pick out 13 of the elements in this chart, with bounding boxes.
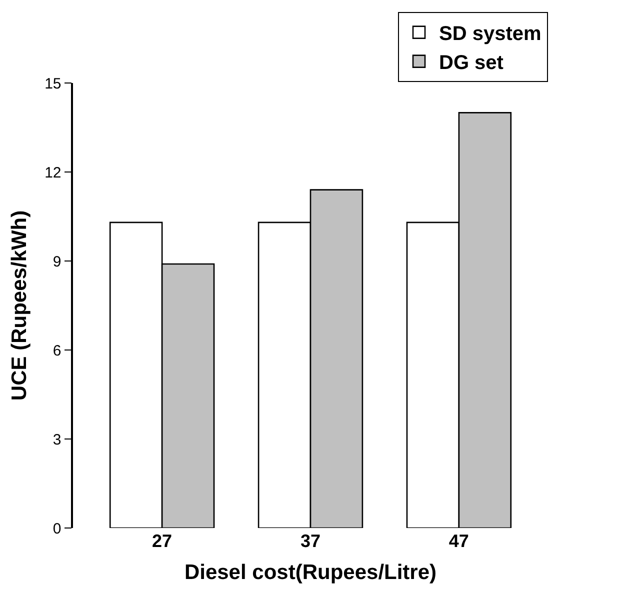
legend-label: DG set xyxy=(439,52,504,74)
x-axis-title: Diesel cost(Rupees/Litre) xyxy=(184,561,437,584)
y-tick-label: 3 xyxy=(52,431,62,448)
legend-label: SD system xyxy=(439,23,542,46)
y-tick-label: 6 xyxy=(52,342,62,360)
y-axis-title: UCE (Rupees/kWh) xyxy=(8,210,32,401)
y-tick-label: 0 xyxy=(52,520,62,538)
y-tick-label: 15 xyxy=(44,75,62,92)
x-tick-label: 27 xyxy=(152,531,172,551)
y-tick-label: 12 xyxy=(44,164,62,182)
y-tick-label: 9 xyxy=(52,253,62,270)
x-tick-label: 37 xyxy=(300,531,321,551)
x-tick-label: 47 xyxy=(448,531,469,551)
